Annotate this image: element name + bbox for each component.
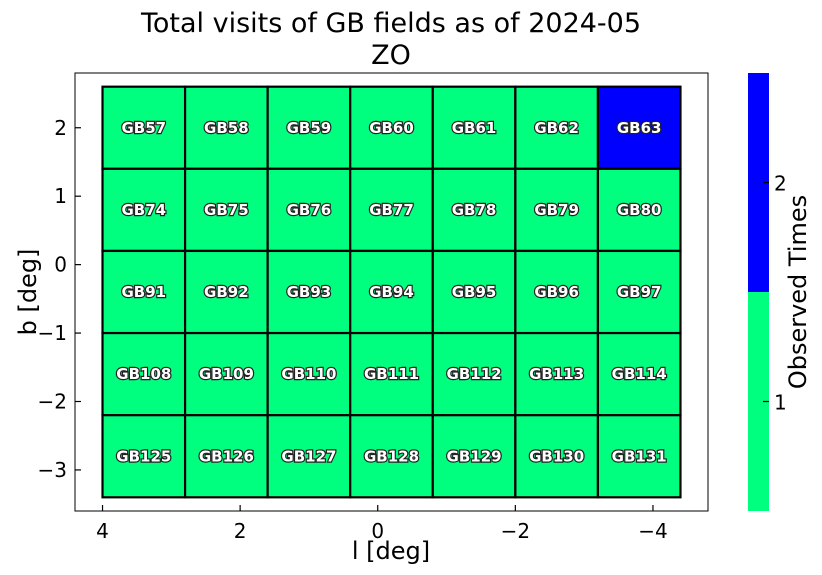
field-label: GB78	[452, 201, 497, 219]
colorbar-label: Observed Times	[784, 195, 812, 389]
x-tick-label: −2	[501, 519, 530, 543]
x-axis-ticks: 4 2 0 −2 −4	[96, 505, 668, 543]
colorbar-segment	[748, 292, 769, 511]
x-tick-label: 4	[96, 519, 109, 543]
field-label: GB57	[121, 119, 166, 137]
field-label: GB59	[287, 119, 332, 137]
colorbar-tick-label: 2	[774, 172, 787, 196]
field-cell	[349, 167, 434, 253]
chart-title: Total visits of GB fields as of 2024-05	[140, 8, 641, 39]
field-label: GB108	[116, 365, 171, 383]
field-cell	[514, 331, 600, 417]
field-label: GB74	[121, 201, 166, 219]
field-cell	[183, 414, 269, 499]
x-axis-label: l [deg]	[352, 537, 430, 565]
field-cell	[349, 414, 434, 499]
field-label: GB80	[617, 201, 662, 219]
field-label: GB95	[452, 283, 497, 301]
field-label: GB97	[617, 283, 662, 301]
field-cell	[431, 331, 517, 417]
field-label: GB75	[204, 201, 249, 219]
field-label: GB112	[447, 365, 502, 383]
field-label: GB111	[364, 365, 419, 383]
x-tick-label: −4	[638, 519, 667, 543]
y-axis-ticks: 2 1 0 −1 −2 −3	[38, 116, 81, 482]
field-label: GB113	[529, 365, 584, 383]
field-label: GB127	[281, 447, 336, 465]
cell-layer: GB57 GB58 GB59 GB60 GB61 GB62 GB63 GB74 GB75 GB76…	[101, 85, 682, 499]
field-label: GB131	[612, 447, 667, 465]
field-cell	[101, 414, 187, 499]
field-label: GB62	[534, 119, 579, 137]
colorbar-segment	[748, 73, 769, 292]
y-tick-label: 1	[54, 184, 67, 208]
field-label: GB60	[369, 119, 414, 137]
field-label: GB125	[116, 447, 171, 465]
y-tick-label: 2	[54, 116, 67, 140]
field-cell	[596, 85, 682, 170]
field-label: GB110	[281, 365, 336, 383]
field-label: GB129	[447, 447, 502, 465]
colorbar: 12	[748, 73, 787, 511]
field-cell	[266, 249, 352, 335]
field-label: GB61	[452, 119, 497, 137]
field-label: GB63	[617, 119, 662, 137]
y-tick-label: −2	[38, 390, 67, 414]
x-tick-label: 0	[371, 519, 384, 543]
field-label: GB77	[369, 201, 414, 219]
field-cell	[101, 249, 187, 335]
field-label: GB92	[204, 283, 249, 301]
y-axis-label: b [deg]	[14, 249, 42, 336]
x-tick-label: 2	[234, 519, 247, 543]
chart-subtitle: ZO	[371, 40, 411, 71]
plot-frame	[74, 72, 709, 512]
y-tick-label: 0	[54, 253, 67, 277]
field-cell	[596, 167, 682, 253]
y-tick-label: −1	[38, 321, 67, 345]
field-label: GB91	[121, 283, 166, 301]
field-label: GB94	[369, 283, 414, 301]
field-label: GB128	[364, 447, 419, 465]
field-cell	[596, 414, 682, 499]
field-cell	[514, 85, 600, 170]
field-cell	[101, 331, 187, 417]
field-cell	[101, 167, 187, 253]
field-label: GB126	[199, 447, 254, 465]
field-cell	[183, 249, 269, 335]
field-cell	[183, 167, 269, 253]
field-label: GB79	[534, 201, 579, 219]
field-label: GB130	[529, 447, 584, 465]
field-label: GB93	[287, 283, 332, 301]
y-tick-label: −3	[38, 458, 67, 482]
field-cell	[349, 85, 434, 170]
field-cell	[514, 249, 600, 335]
field-cell	[431, 167, 517, 253]
field-label: GB109	[199, 365, 254, 383]
field-cell	[183, 331, 269, 417]
field-label: GB114	[612, 365, 667, 383]
field-label: GB76	[287, 201, 332, 219]
colorbar-tick-label: 1	[774, 391, 787, 415]
field-label: GB96	[534, 283, 579, 301]
field-cell	[266, 414, 352, 499]
field-label: GB58	[204, 119, 249, 137]
